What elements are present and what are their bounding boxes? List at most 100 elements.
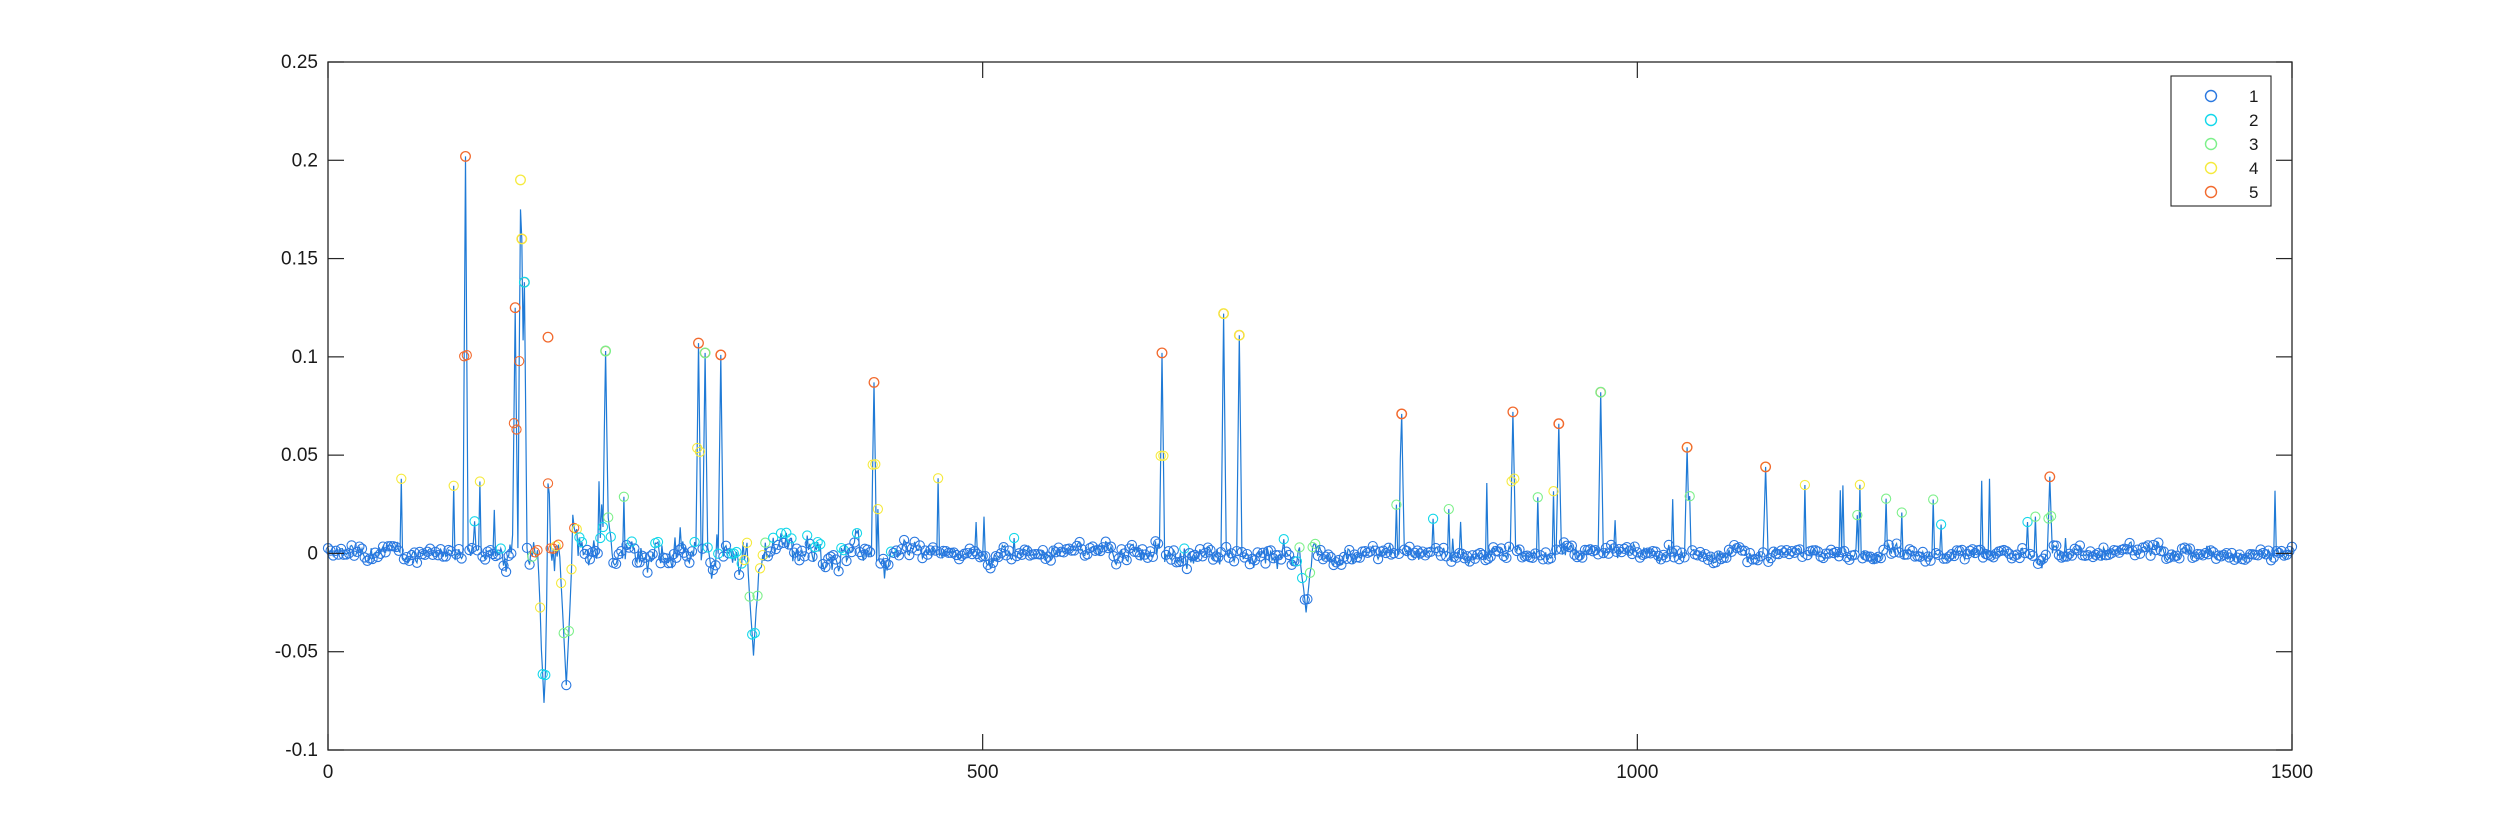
data-point	[927, 542, 939, 553]
data-point	[739, 554, 750, 566]
peak-point	[1233, 329, 1245, 341]
data-point	[2030, 511, 2041, 522]
data-point	[385, 540, 396, 552]
data-point	[864, 547, 876, 558]
data-point	[440, 551, 451, 562]
y-tick-label: 0.1	[292, 347, 318, 368]
data-point	[1412, 545, 1423, 556]
data-point	[1551, 544, 1562, 555]
data-point	[642, 567, 653, 578]
data-point	[325, 545, 336, 556]
data-point	[1276, 554, 1287, 565]
data-point	[1354, 552, 1365, 563]
data-point	[1684, 491, 1695, 502]
data-point	[1427, 513, 1439, 524]
data-point	[783, 539, 795, 550]
data-point	[1920, 556, 1931, 567]
data-point	[843, 543, 855, 554]
data-point	[1799, 479, 1811, 491]
data-point	[2231, 552, 2243, 563]
data-point	[1189, 549, 1200, 561]
data-point	[1111, 559, 1122, 570]
data-point	[563, 625, 575, 637]
data-point	[576, 537, 588, 548]
x-tick-label: 1000	[1616, 762, 1658, 783]
data-point	[1126, 539, 1138, 551]
data-point	[1296, 572, 1308, 584]
data-point	[2024, 548, 2036, 560]
data-point	[809, 541, 821, 553]
data-point	[582, 544, 593, 556]
ticks-layer: 0 500 1000 1500 0.25 0.2 0.15 0.1 0.05 0 -0.05 -0.1	[275, 52, 2313, 783]
data-point	[398, 554, 410, 565]
data-point	[1365, 546, 1376, 557]
data-point	[555, 577, 567, 589]
data-point	[1825, 544, 1837, 555]
x-tick-label: 1500	[2271, 762, 2313, 783]
data-point	[741, 537, 753, 548]
peak-point	[600, 345, 612, 357]
data-point	[778, 537, 789, 549]
data-point	[514, 355, 525, 367]
peak-point	[509, 302, 521, 314]
data-point	[1226, 548, 1237, 559]
data-point	[1380, 547, 1392, 559]
data-point	[1333, 554, 1344, 566]
data-point	[1600, 542, 1612, 554]
data-point	[2035, 555, 2046, 566]
data-point	[1865, 551, 1876, 562]
data-point	[1202, 542, 1214, 553]
data-point	[1794, 544, 1805, 555]
data-point	[2069, 543, 2080, 554]
data-point	[1430, 542, 1441, 554]
data-point	[1592, 549, 1604, 560]
data-point	[1425, 546, 1436, 558]
data-point	[940, 545, 952, 557]
data-point	[474, 476, 486, 487]
data-point	[1697, 551, 1708, 562]
data-point	[1857, 553, 1868, 564]
data-point	[726, 548, 737, 559]
data-point	[1585, 544, 1596, 555]
data-point	[1461, 551, 1473, 562]
data-point	[1016, 549, 1028, 560]
data-point	[1496, 543, 1507, 554]
data-point	[2032, 558, 2044, 570]
data-point	[796, 545, 808, 556]
data-point	[1320, 551, 1331, 562]
data-point	[1294, 542, 1305, 553]
data-point	[500, 566, 512, 577]
peak-point	[1681, 441, 1693, 453]
data-point	[1472, 549, 1483, 560]
data-point	[1789, 547, 1800, 558]
data-point	[1302, 593, 1313, 605]
data-point	[736, 558, 747, 569]
data-point	[1757, 547, 1769, 558]
data-point	[404, 555, 415, 567]
data-point	[1441, 551, 1452, 562]
data-point	[1564, 541, 1575, 553]
data-point	[2011, 549, 2023, 560]
data-point	[2171, 550, 2182, 561]
data-point	[1040, 553, 1051, 565]
data-point	[728, 548, 740, 559]
data-point	[438, 551, 449, 562]
data-point	[702, 542, 713, 553]
data-point	[1820, 548, 1832, 559]
data-point	[870, 459, 881, 470]
data-point	[1998, 544, 2010, 556]
data-point	[1150, 536, 1161, 547]
data-layer	[322, 150, 2298, 703]
data-point	[1713, 550, 1724, 561]
data-point	[854, 546, 865, 558]
data-point	[969, 546, 980, 557]
data-point	[1281, 546, 1292, 557]
data-point	[1852, 509, 1863, 521]
data-point	[2179, 542, 2190, 553]
data-point	[1014, 548, 1025, 559]
data-point	[1632, 547, 1643, 558]
data-point	[493, 549, 504, 560]
data-point	[445, 545, 457, 557]
data-point	[1278, 534, 1289, 545]
data-point	[872, 503, 884, 515]
